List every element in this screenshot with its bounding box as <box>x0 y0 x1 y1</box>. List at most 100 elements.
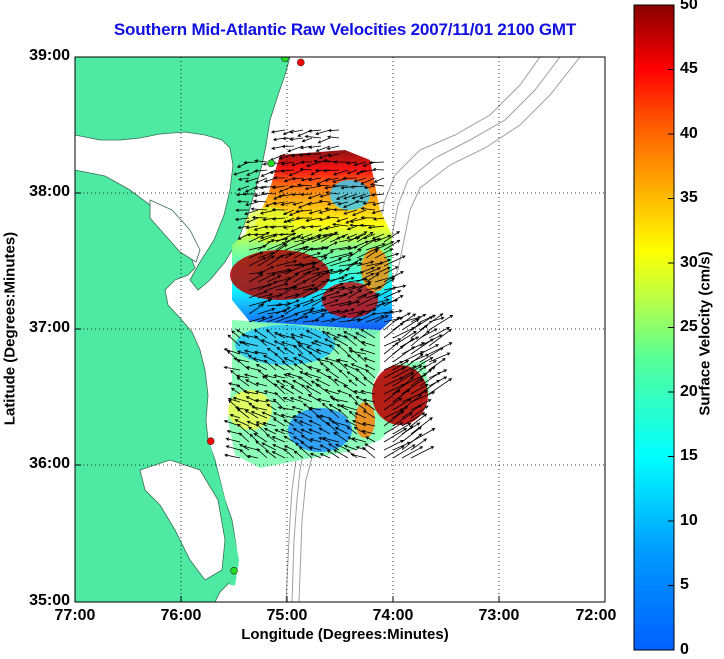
velocity-vector <box>338 290 354 299</box>
velocity-vector <box>401 404 422 419</box>
velocity-vector <box>300 441 313 451</box>
colorbar-tick-label: 0 <box>680 641 689 658</box>
velocity-vector <box>347 277 368 283</box>
velocity-vector <box>308 209 322 215</box>
velocity-vector <box>307 177 322 182</box>
velocity-vector <box>302 288 319 299</box>
velocity-vector <box>361 429 376 435</box>
velocity-vector <box>307 365 322 371</box>
velocity-vector <box>401 433 423 451</box>
velocity-vector <box>346 371 358 379</box>
velocity-vector <box>383 440 404 451</box>
velocity-vector <box>327 135 340 139</box>
velocity-vector <box>253 432 268 443</box>
velocity-vector <box>319 453 331 459</box>
velocity-vector <box>383 239 401 251</box>
velocity-vector <box>338 369 349 379</box>
velocity-vector <box>319 362 331 371</box>
velocity-vector <box>318 199 331 204</box>
chesapeake-bay <box>149 199 201 263</box>
colorbar-tick-label: 45 <box>680 60 698 77</box>
velocity-vector <box>383 266 399 275</box>
velocity-vector <box>335 359 349 371</box>
colorbar-label: Surface Velocity (cm/s) <box>696 251 714 416</box>
velocity-vector <box>284 241 306 251</box>
y-axis-label: Latitude (Degrees:Minutes) <box>1 231 19 426</box>
velocity-vector <box>277 193 295 199</box>
velocity-vector <box>428 326 451 339</box>
velocity-vector <box>299 167 313 171</box>
velocity-vector <box>237 423 250 435</box>
velocity-vector <box>318 153 331 159</box>
velocity-vector <box>280 413 295 419</box>
velocity-vector <box>374 286 397 299</box>
velocity-vector <box>338 285 357 291</box>
velocity-vector <box>257 315 274 323</box>
velocity-vector <box>263 225 277 229</box>
velocity-vector <box>331 397 349 403</box>
velocity-vector <box>373 177 385 183</box>
velocity-vector <box>401 390 429 403</box>
velocity-vector <box>309 446 322 451</box>
velocity-vector <box>252 199 268 203</box>
velocity-vector <box>364 364 376 371</box>
velocity-vector <box>338 308 355 315</box>
velocity-vector <box>257 307 276 315</box>
velocity-vector <box>359 348 376 355</box>
axis-ticks <box>75 192 500 602</box>
velocity-vector <box>272 201 286 206</box>
velocity-vector <box>296 341 313 347</box>
velocity-vector <box>274 429 286 435</box>
velocity-vector <box>326 421 340 435</box>
velocity-vector <box>324 357 340 363</box>
velocity-vector <box>245 366 259 371</box>
velocity-vector <box>365 369 376 379</box>
velocity-vector <box>233 169 250 176</box>
velocity-vector <box>329 300 353 307</box>
y-tick-label: 38:00 <box>29 183 70 200</box>
velocity-vector <box>346 169 358 175</box>
velocity-vector <box>305 217 322 223</box>
velocity-vector <box>343 363 358 371</box>
velocity-vector <box>248 257 267 267</box>
velocity-vector <box>300 192 313 197</box>
velocity-vector <box>329 258 352 267</box>
velocity-vector <box>322 169 340 173</box>
velocity-vector <box>362 422 376 427</box>
velocity-vector <box>257 273 276 283</box>
velocity-vector <box>288 169 304 177</box>
velocity-vector <box>326 449 340 459</box>
velocity-vector <box>354 412 367 419</box>
velocity-vector <box>354 199 367 204</box>
velocity-vector <box>410 413 428 427</box>
velocity-vector <box>283 357 295 363</box>
velocity-vector <box>283 373 295 379</box>
velocity-vector <box>290 333 304 339</box>
velocity-vector <box>254 398 268 403</box>
velocity-vector <box>302 296 326 307</box>
velocity-vector <box>328 443 340 451</box>
land-outer-banks <box>203 439 240 586</box>
velocity-vector <box>284 246 307 259</box>
velocity-vector <box>401 378 424 395</box>
velocity-vector <box>284 273 299 283</box>
velocity-vector <box>278 153 295 160</box>
colorbar-tick-label: 10 <box>680 512 698 529</box>
velocity-vector <box>307 193 322 200</box>
velocity-vector <box>369 182 385 187</box>
velocity-vector <box>343 335 358 347</box>
velocity-vector <box>250 411 268 419</box>
velocity-vector <box>372 201 385 206</box>
velocity-vector <box>236 408 250 419</box>
colorbar-tick-label: 40 <box>680 125 698 142</box>
colorbar-tick-label: 25 <box>680 318 698 335</box>
velocity-vector <box>383 252 400 259</box>
velocity-vector <box>392 360 410 371</box>
velocity-vector <box>297 183 313 187</box>
velocity-vector <box>351 193 367 200</box>
velocity-vector <box>223 365 241 371</box>
velocity-vector <box>236 384 250 395</box>
radar-station-marker <box>267 159 275 168</box>
velocity-vector <box>311 278 331 291</box>
velocity-vector <box>347 231 368 243</box>
